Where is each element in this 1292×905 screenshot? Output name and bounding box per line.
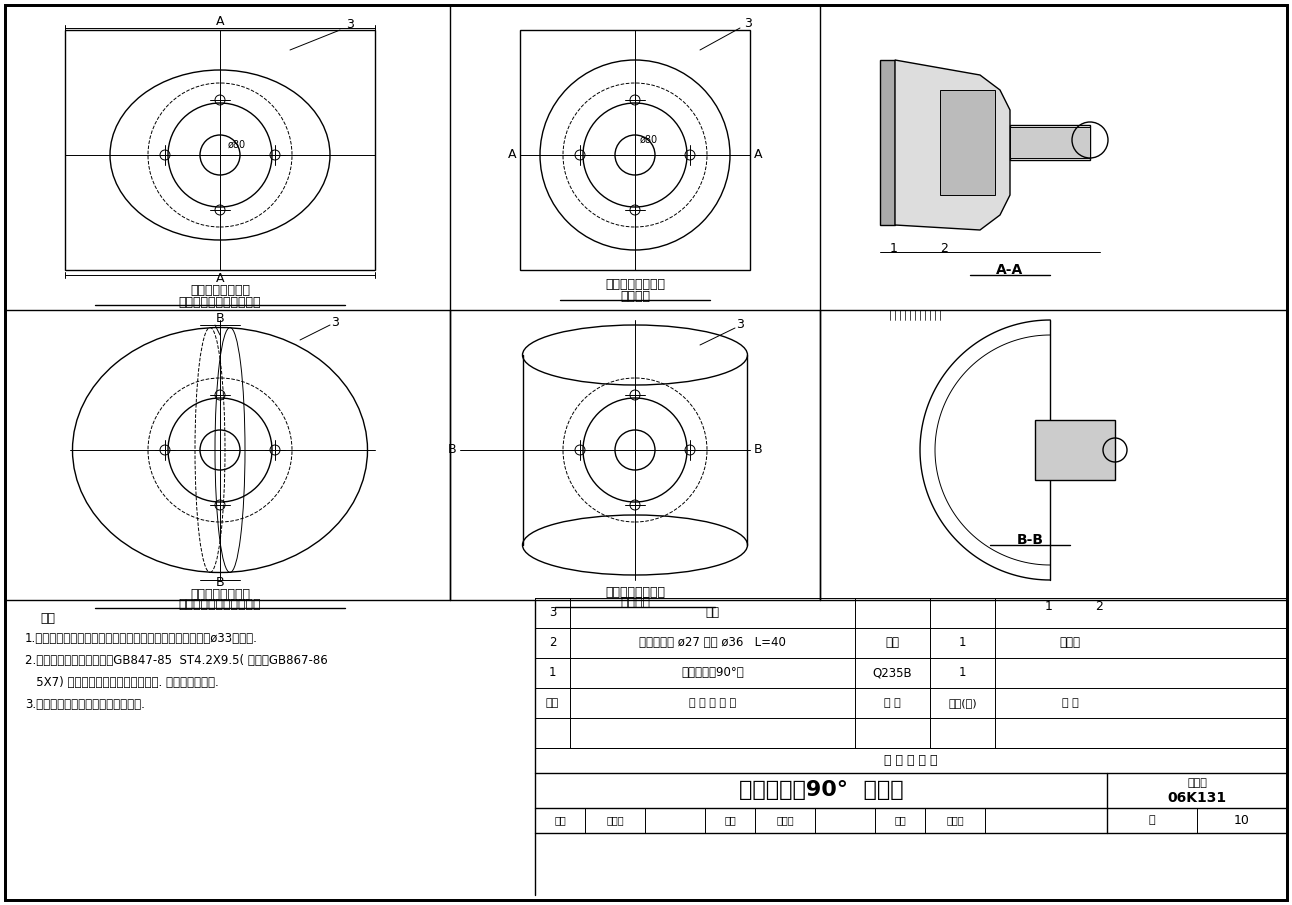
Text: 数量(个): 数量(个) xyxy=(948,698,977,708)
Text: 2: 2 xyxy=(549,636,557,650)
Text: 垂直向上安装或水平安装: 垂直向上安装或水平安装 xyxy=(178,598,261,612)
Text: 图集号: 图集号 xyxy=(1187,778,1207,788)
Text: ø80: ø80 xyxy=(640,135,658,145)
Text: B: B xyxy=(216,576,225,589)
Text: 1: 1 xyxy=(959,666,966,680)
Text: 贺继行: 贺继行 xyxy=(946,815,964,825)
Text: 白桂华: 白桂华 xyxy=(606,815,624,825)
Text: 橡胶: 橡胶 xyxy=(885,636,899,650)
Text: 注：: 注： xyxy=(40,612,56,624)
Bar xyxy=(65,30,375,270)
Text: 页: 页 xyxy=(1149,815,1155,825)
Text: 水平安装: 水平安装 xyxy=(620,596,650,609)
Text: 橡皮塞小端 ø27 大端 ø36   L=40: 橡皮塞小端 ø27 大端 ø36 L=40 xyxy=(640,636,786,650)
Text: 备 注: 备 注 xyxy=(1062,698,1079,708)
Text: 风管: 风管 xyxy=(705,606,720,620)
Text: A: A xyxy=(755,148,762,161)
Text: 校对: 校对 xyxy=(724,815,736,825)
Text: B: B xyxy=(216,311,225,325)
Text: B-B: B-B xyxy=(1017,533,1044,547)
Text: 3: 3 xyxy=(549,606,556,620)
Text: 3: 3 xyxy=(744,17,752,31)
Text: 5X7) 将温度测量孔固定在风管壁上. 并采取密封措施.: 5X7) 将温度测量孔固定在风管壁上. 并采取密封措施. xyxy=(25,675,218,689)
Text: B: B xyxy=(447,443,456,456)
Text: 1.安装测量孔前，在风管壁上作与测量孔短管外径相匹配的ø33圆形孔.: 1.安装测量孔前，在风管壁上作与测量孔短管外径相匹配的ø33圆形孔. xyxy=(25,632,258,644)
Text: A: A xyxy=(216,272,225,284)
Text: 1: 1 xyxy=(549,666,557,680)
Text: 10: 10 xyxy=(1234,814,1249,826)
Text: 1: 1 xyxy=(1045,601,1053,614)
Text: 2: 2 xyxy=(941,242,948,254)
Polygon shape xyxy=(895,60,1010,230)
Text: 在水平矩形风管上: 在水平矩形风管上 xyxy=(190,284,249,298)
Text: 3: 3 xyxy=(346,18,354,32)
Text: ø80: ø80 xyxy=(227,140,245,150)
Text: 名 称 及 规 格: 名 称 及 规 格 xyxy=(689,698,736,708)
Text: A-A: A-A xyxy=(996,263,1023,277)
Text: 温度测量孔90°  型安装: 温度测量孔90° 型安装 xyxy=(739,780,903,800)
Text: 1: 1 xyxy=(959,636,966,650)
Text: 肖红梅: 肖红梅 xyxy=(776,815,793,825)
Bar xyxy=(1035,420,1115,480)
Text: 在垂直矩形风管上: 在垂直矩形风管上 xyxy=(605,278,665,291)
Bar xyxy=(941,90,995,195)
Text: A: A xyxy=(508,148,516,161)
Text: 设计: 设计 xyxy=(894,815,906,825)
Text: 06K131: 06K131 xyxy=(1168,791,1226,805)
Text: 件号: 件号 xyxy=(547,698,559,708)
Text: 审核: 审核 xyxy=(554,815,566,825)
Text: 3.温度测量孔需在风管总装前安装好.: 3.温度测量孔需在风管总装前安装好. xyxy=(25,698,145,710)
Text: 2: 2 xyxy=(1096,601,1103,614)
Text: 1: 1 xyxy=(890,242,898,254)
Text: 3: 3 xyxy=(736,319,744,331)
Bar xyxy=(880,60,895,225)
Text: 3: 3 xyxy=(331,316,339,329)
Text: 在垂直圆形风管上: 在垂直圆形风管上 xyxy=(605,586,665,598)
Text: 垂直向上安装或水平安装: 垂直向上安装或水平安装 xyxy=(178,296,261,309)
Text: B: B xyxy=(755,443,762,456)
Bar xyxy=(519,30,749,270)
Text: 材 料: 材 料 xyxy=(884,698,901,708)
Text: 或丝堵: 或丝堵 xyxy=(1059,636,1080,650)
Bar xyxy=(1010,127,1090,158)
Text: 温度测量孔90°型: 温度测量孔90°型 xyxy=(681,666,744,680)
Bar xyxy=(1010,125,1090,160)
Text: 水平安装: 水平安装 xyxy=(620,290,650,302)
Text: 在水平圆形风管上: 在水平圆形风管上 xyxy=(190,587,249,601)
Text: Q235B: Q235B xyxy=(872,666,912,680)
Text: 2.将温度测量孔用自攻螺钉GB847-85  ST4.2X9.5( 或铆钉GB867-86: 2.将温度测量孔用自攻螺钉GB847-85 ST4.2X9.5( 或铆钉GB86… xyxy=(25,653,328,666)
Text: A: A xyxy=(216,15,225,28)
Text: 材 料 明 细 表: 材 料 明 细 表 xyxy=(884,754,938,767)
